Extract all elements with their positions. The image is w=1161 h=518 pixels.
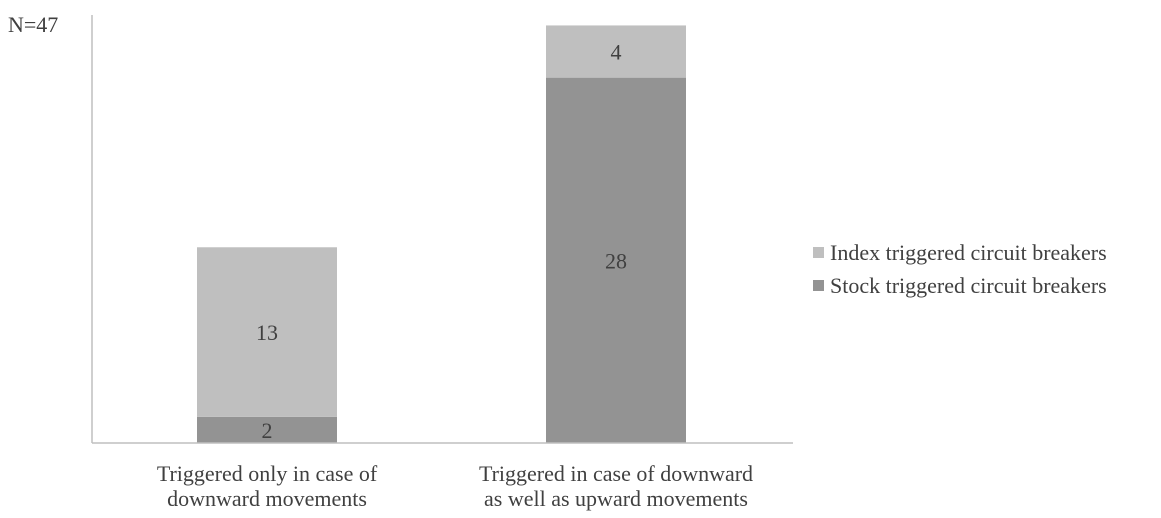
legend-swatch-stock: [813, 280, 824, 291]
axes-group: [91, 15, 793, 444]
bar-segment: [546, 77, 686, 443]
legend-label-stock: Stock triggered circuit breakers: [830, 272, 1107, 298]
bar-segment: [197, 416, 337, 443]
legend-label-index: Index triggered circuit breakers: [830, 239, 1107, 265]
sample-size-label: N=47: [8, 12, 59, 37]
legend-item-index: Index triggered circuit breakers: [813, 236, 1107, 269]
data-labels-group: 2 13 28 4: [256, 40, 627, 443]
legend-swatch-index: [813, 247, 824, 258]
bar-segment: [197, 247, 337, 417]
legend: Index triggered circuit breakers Stock t…: [813, 236, 1107, 302]
x-tick-label: Triggered only in case of: [157, 461, 378, 486]
data-label: 4: [611, 40, 622, 65]
bars-group: [197, 25, 686, 443]
x-tick-label: as well as upward movements: [484, 486, 748, 511]
data-label: 13: [256, 320, 278, 345]
bar-segment: [546, 25, 686, 78]
x-tick-label: Triggered in case of downward: [479, 461, 753, 486]
x-tick-label: downward movements: [167, 486, 367, 511]
legend-item-stock: Stock triggered circuit breakers: [813, 269, 1107, 302]
data-label: 28: [605, 248, 627, 273]
data-label: 2: [262, 418, 273, 443]
